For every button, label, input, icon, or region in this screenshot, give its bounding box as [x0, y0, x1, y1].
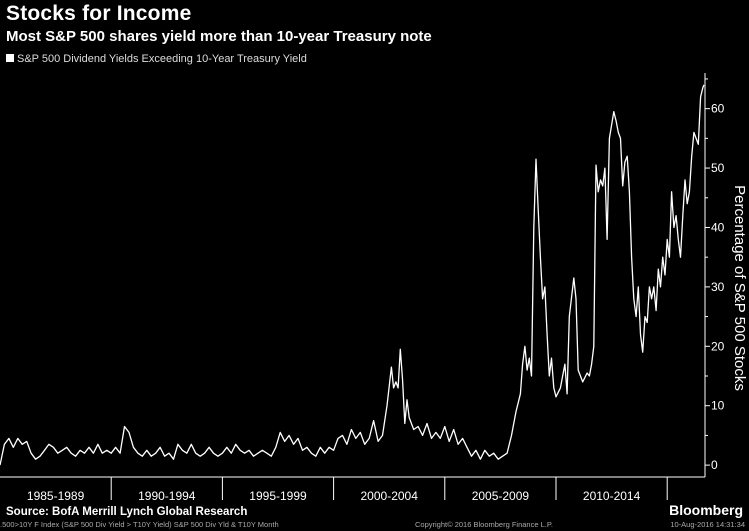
y-tick-label: 40	[711, 220, 725, 234]
chart-subtitle: Most S&P 500 shares yield more than 10-y…	[6, 28, 432, 45]
y-tick-label: 50	[711, 161, 725, 175]
y-tick-label: 0	[711, 458, 718, 472]
x-tick-label: 1990-1994	[138, 489, 196, 503]
chart-title: Stocks for Income	[6, 2, 192, 25]
y-tick-label: 30	[711, 280, 725, 294]
legend: S&P 500 Dividend Yields Exceeding 10-Yea…	[6, 53, 307, 65]
source-note: Source: BofA Merrill Lynch Global Resear…	[6, 506, 248, 518]
x-tick-label: 2005-2009	[472, 489, 530, 503]
x-tick-label: 1985-1989	[27, 489, 85, 503]
x-tick-label: 2010-2014	[583, 489, 641, 503]
x-tick-label: 2000-2004	[361, 489, 419, 503]
y-tick-label: 10	[711, 399, 725, 413]
y-tick-label: 60	[711, 102, 725, 116]
x-tick-label: 1995-1999	[249, 489, 307, 503]
footer-copyright: Copyright© 2016 Bloomberg Finance L.P.	[415, 520, 553, 529]
bloomberg-logo: Bloomberg	[669, 502, 743, 518]
y-tick-label: 20	[711, 339, 725, 353]
series-layer	[0, 84, 705, 466]
chart-axes: 0 10 20 30 40 50 60 1985-1989 1990-1994 1995-1999…	[0, 73, 725, 503]
series-line	[0, 84, 705, 466]
legend-label: S&P 500 Dividend Yields Exceeding 10-Yea…	[17, 53, 307, 65]
footer-index-description: .500>10Y F Index (S&P 500 Div Yield > T1…	[0, 520, 279, 529]
legend-swatch	[6, 54, 14, 62]
y-axis-label: Percentage of S&P 500 Stocks	[731, 185, 748, 391]
footer-timestamp: 10-Aug-2016 14:31:34	[670, 520, 745, 529]
